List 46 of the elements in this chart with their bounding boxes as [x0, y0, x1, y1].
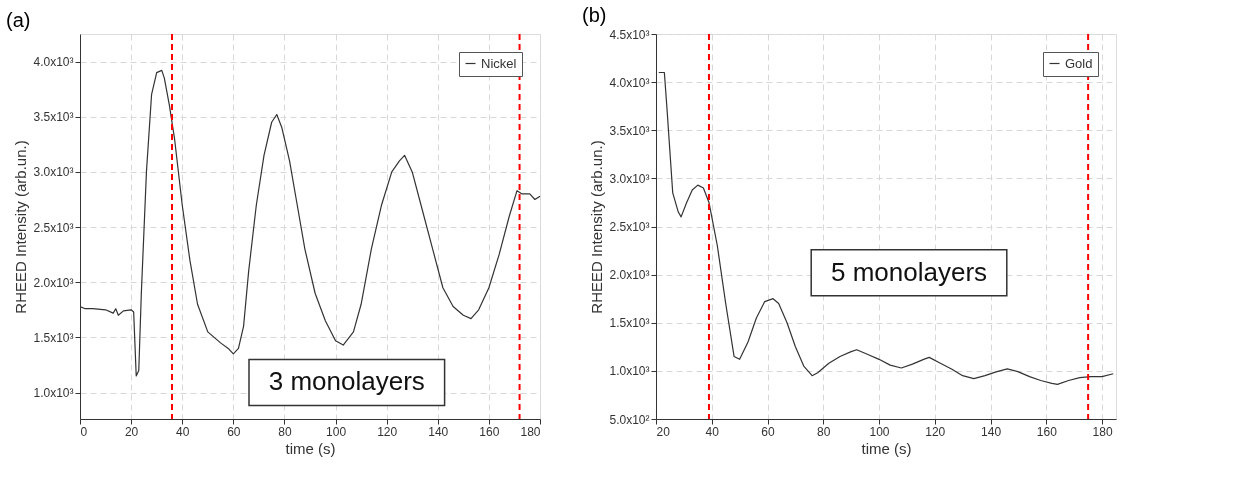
- x-tick-label: 180: [1092, 424, 1113, 439]
- y-tick-label: 1.5x10³: [33, 330, 74, 345]
- x-tick-label: 60: [227, 424, 241, 439]
- x-tick-label: 20: [656, 424, 671, 439]
- y-tick-label: 1.0x10³: [33, 386, 74, 401]
- y-tick-label: 1.0x10³: [609, 364, 650, 379]
- x-tick-label: 100: [869, 424, 890, 439]
- y-tick-label: 3.5x10³: [33, 110, 74, 125]
- x-tick-label: 60: [761, 424, 776, 439]
- y-tick-label: 2.5x10³: [33, 220, 74, 235]
- y-tick-label: 3.0x10³: [609, 171, 650, 186]
- x-tick-label: 140: [428, 424, 449, 439]
- x-tick-label: 140: [981, 424, 1002, 439]
- y-tick-label: 2.5x10³: [609, 220, 650, 234]
- x-tick-label: 0: [80, 424, 88, 439]
- line-series: [658, 71, 1114, 385]
- y-tick-label: 2.0x10³: [609, 268, 650, 283]
- y-tick-label: 4.5x10³: [609, 27, 650, 42]
- x-tick-label: 180: [520, 424, 541, 439]
- y-axis-title: RHEED Intensity (arb.un.): [588, 140, 606, 314]
- x-axis-title: time (s): [285, 439, 336, 457]
- y-tick-label: 5.0x10²: [609, 412, 650, 427]
- y-tick-label: 1.5x10³: [609, 316, 650, 331]
- x-axis-title: time (s): [861, 439, 912, 457]
- y-tick-label: 3.0x10³: [33, 165, 74, 180]
- x-tick-label: 80: [817, 424, 831, 439]
- legend-label: Gold: [1065, 55, 1093, 71]
- x-tick-label: 80: [278, 424, 292, 439]
- x-tick-label: 120: [377, 424, 398, 439]
- annotation: 3 monolayers: [268, 366, 425, 397]
- y-tick-label: 4.0x10³: [609, 75, 650, 90]
- x-tick-label: 20: [124, 424, 139, 439]
- y-tick-label: 4.0x10³: [33, 55, 74, 70]
- x-tick-label: 160: [1036, 424, 1058, 439]
- chart-title: (a): [5, 9, 31, 31]
- legend-label: Nickel: [481, 55, 517, 71]
- x-tick-label: 120: [925, 424, 946, 439]
- y-axis-title: RHEED Intensity (arb.un.): [12, 140, 30, 314]
- x-tick-label: 40: [176, 424, 190, 439]
- y-tick-label: 2.0x10³: [33, 275, 74, 290]
- annotation: 5 monolayers: [830, 256, 988, 287]
- y-tick-label: 3.5x10³: [609, 123, 650, 138]
- chart-title: (b): [581, 4, 607, 26]
- x-tick-label: 40: [705, 424, 720, 439]
- x-tick-label: 160: [479, 424, 500, 439]
- x-tick-label: 100: [326, 424, 347, 439]
